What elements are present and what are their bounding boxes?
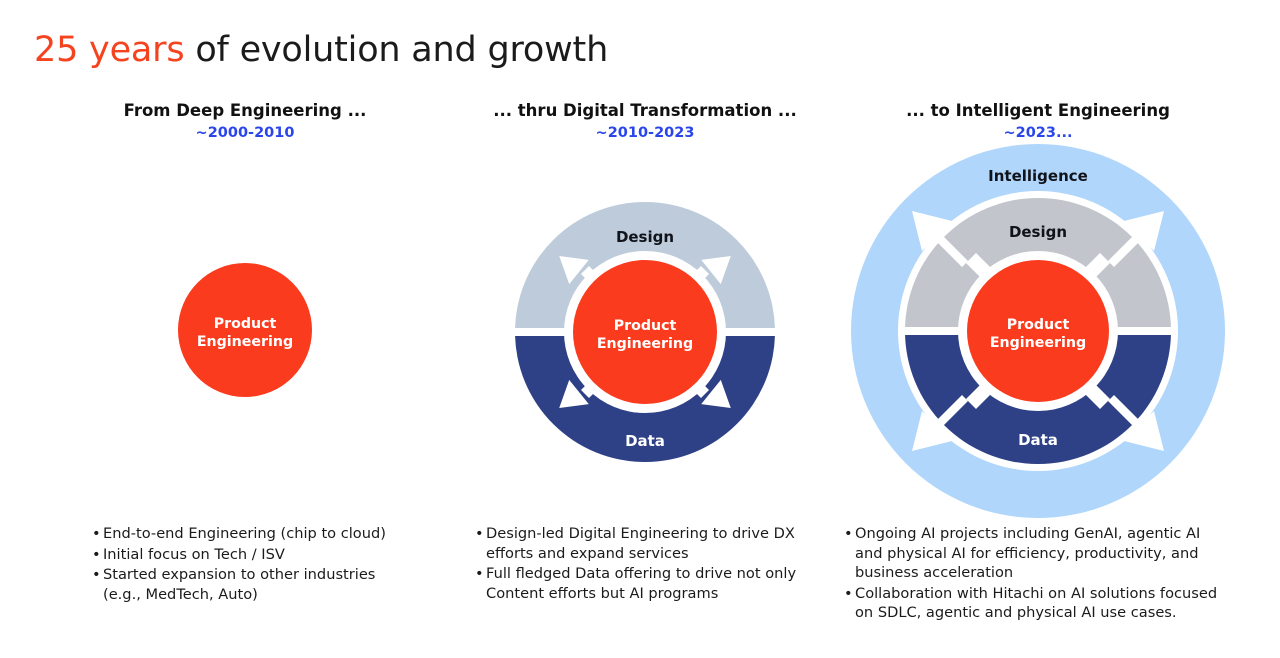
design-ring-label: Design xyxy=(1009,223,1067,241)
core-circle xyxy=(967,260,1109,402)
bullet-text: End-to-end Engineering (chip to cloud) xyxy=(103,525,386,542)
column-deep-engineering: From Deep Engineering ... ~2000-2010 Pro… xyxy=(40,0,450,658)
intelligence-ring-label: Intelligence xyxy=(988,167,1088,185)
arrow-top-left-icon xyxy=(559,255,597,287)
core-circle xyxy=(178,263,312,397)
arrow-bottom-left-icon xyxy=(559,377,597,409)
bullet-text: Started expansion to other industries (e… xyxy=(103,566,376,603)
column-2-years: ~2010-2023 xyxy=(595,124,695,141)
list-item: • Full fledged Data offering to drive no… xyxy=(475,564,827,603)
core-label-line1: Product xyxy=(614,318,677,334)
column-3-heading: ... to Intelligent Engineering xyxy=(906,101,1170,120)
bullet-text: Design-led Digital Engineering to drive … xyxy=(486,525,795,562)
list-item: • Collaboration with Hitachi on AI solut… xyxy=(844,584,1240,623)
column-digital-transformation: ... thru Digital Transformation ... ~201… xyxy=(455,0,835,658)
column-3-years: ~2023... xyxy=(1003,124,1073,141)
core-label-line1: Product xyxy=(214,316,277,332)
column-1-heading: From Deep Engineering ... xyxy=(123,101,367,120)
list-item: • End-to-end Engineering (chip to cloud) xyxy=(92,524,452,544)
arrow-bottom-right-icon xyxy=(1108,395,1164,451)
list-item: • Ongoing AI projects including GenAI, a… xyxy=(844,524,1240,583)
column-2-heading: ... thru Digital Transformation ... xyxy=(493,101,797,120)
column-3-header: ... to Intelligent Engineering ~2023... xyxy=(838,101,1238,142)
bullet-marker-icon: • xyxy=(92,566,101,584)
column-1-years: ~2000-2010 xyxy=(195,124,295,141)
data-ring-label: Data xyxy=(1018,431,1058,449)
page-title-rest: of evolution and growth xyxy=(184,30,609,70)
bullet-marker-icon: • xyxy=(844,525,853,542)
column-2-header: ... thru Digital Transformation ... ~201… xyxy=(455,101,835,142)
bullet-marker-icon: • xyxy=(475,565,484,583)
bullet-text: Initial focus on Tech / ISV xyxy=(103,545,285,563)
core-circle xyxy=(573,260,717,404)
arrow-bottom-left-icon xyxy=(912,395,968,451)
page-title: 25 years of evolution and growth xyxy=(34,30,608,70)
arrow-top-left-icon xyxy=(912,211,968,267)
core-label-line2: Engineering xyxy=(597,336,693,352)
core-label-line1: Product xyxy=(1007,317,1070,333)
diagram-digital-transformation: Product Engineering Design Data xyxy=(509,196,781,468)
bullet-text: Ongoing AI projects including GenAI, age… xyxy=(855,525,1201,582)
arrow-top-right-icon xyxy=(1108,211,1164,267)
bullet-marker-icon: • xyxy=(844,584,853,602)
bullet-marker-icon: • xyxy=(92,545,101,563)
arrow-top-right-icon xyxy=(693,255,731,287)
page-title-accent: 25 years xyxy=(34,30,185,70)
diagram-deep-engineering: Product Engineering xyxy=(165,250,325,410)
column-intelligent-engineering: ... to Intelligent Engineering ~2023... xyxy=(838,0,1238,658)
column-1-header: From Deep Engineering ... ~2000-2010 xyxy=(40,101,450,142)
arrow-bottom-right-icon xyxy=(693,377,731,409)
bullet-marker-icon: • xyxy=(92,525,101,542)
column-3-bullet-list: • Ongoing AI projects including GenAI, a… xyxy=(844,524,1240,624)
data-ring-label: Data xyxy=(625,432,665,450)
diagram-intelligent-engineering: Product Engineering Intelligence Design … xyxy=(848,141,1228,521)
list-item: • Started expansion to other industries … xyxy=(92,565,452,604)
design-ring-label: Design xyxy=(616,228,674,246)
core-label-line2: Engineering xyxy=(197,334,293,350)
column-1-bullet-list: • End-to-end Engineering (chip to cloud)… xyxy=(92,524,452,605)
column-2-bullet-list: • Design-led Digital Engineering to driv… xyxy=(475,524,827,604)
bullet-text: Collaboration with Hitachi on AI solutio… xyxy=(855,584,1218,622)
bullet-text: Full fledged Data offering to drive not … xyxy=(486,565,797,602)
list-item: • Initial focus on Tech / ISV xyxy=(92,545,452,565)
core-label-line2: Engineering xyxy=(990,335,1086,351)
list-item: • Design-led Digital Engineering to driv… xyxy=(475,524,827,563)
bullet-marker-icon: • xyxy=(475,525,484,542)
